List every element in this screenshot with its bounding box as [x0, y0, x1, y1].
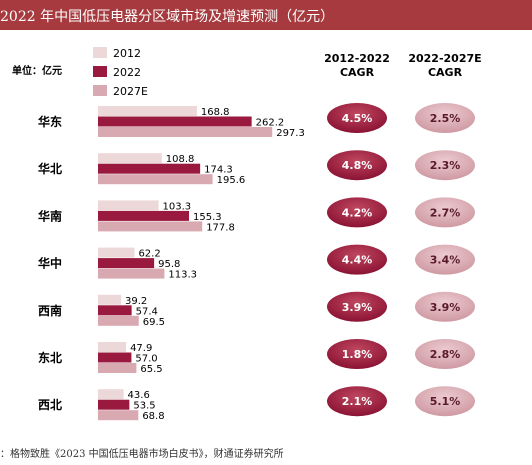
bar-value-label: 297.3	[276, 128, 305, 139]
bar-2022	[98, 116, 252, 127]
cagr-header-line2: CAGR	[340, 66, 375, 79]
cagr-bubble	[327, 339, 387, 369]
bar-value-label: 57.4	[136, 306, 158, 317]
bar-2027E	[98, 363, 137, 373]
unit-label: 单位：亿元	[12, 64, 62, 77]
category-label: 东北	[38, 350, 62, 365]
title-bar: 2022 年中国低压电器分区域市场及增速预测（亿元）	[0, 0, 532, 30]
cagr-bubble	[327, 103, 387, 133]
cagr-header-line1: 2012-2022	[324, 52, 390, 65]
bar-2022	[98, 352, 132, 363]
bar-2027E	[98, 315, 139, 326]
bar-2027E	[98, 410, 139, 421]
bar-2012	[98, 200, 159, 211]
legend-label-2022: 2022	[113, 66, 141, 79]
category-label: 西北	[38, 397, 62, 412]
source-note: ：格物致胜《2023 中国低压电器市场白皮书》，财通证券研究所	[0, 449, 284, 460]
bar-2027E	[98, 268, 165, 279]
bar-value-label: 39.2	[125, 296, 147, 307]
cagr-value: 3.4%	[430, 254, 461, 267]
cagr-value: 2.7%	[430, 206, 461, 219]
legend-swatch-2027E	[93, 85, 107, 96]
bar-value-label: 195.6	[217, 175, 246, 186]
cagr-value: 2.1%	[342, 395, 373, 408]
bar-value-label: 103.3	[163, 201, 192, 212]
bar-2022	[98, 258, 155, 269]
cagr-header-line2: CAGR	[428, 66, 463, 79]
bar-value-label: 47.9	[130, 343, 152, 354]
legend-swatch-2012	[93, 47, 107, 58]
bar-value-label: 95.8	[158, 259, 180, 270]
bar-value-label: 168.8	[201, 107, 230, 118]
bar-2012	[98, 342, 127, 352]
cagr-value: 5.1%	[430, 395, 461, 408]
legend-label-2027E: 2027E	[113, 85, 148, 98]
bar-value-label: 69.5	[143, 317, 165, 328]
cagr-value: 4.8%	[342, 159, 373, 172]
cagr-value: 2.3%	[430, 159, 461, 172]
cagr-value: 4.2%	[342, 206, 373, 219]
bar-value-label: 68.8	[142, 411, 164, 422]
bar-2012	[98, 389, 124, 400]
cagr-bubble	[327, 197, 387, 228]
bar-2012	[98, 153, 162, 164]
cagr-bubble	[415, 339, 475, 369]
bar-value-label: 57.0	[135, 354, 157, 365]
bar-2012	[98, 247, 135, 258]
bar-value-label: 108.8	[166, 154, 195, 165]
bar-2027E	[98, 221, 203, 232]
cagr-bubble	[327, 386, 387, 417]
cagr-bubble	[415, 386, 475, 417]
bar-2027E	[98, 174, 213, 185]
cagr-bubble	[415, 197, 475, 228]
legend-label-2012: 2012	[113, 47, 141, 60]
bar-value-label: 62.2	[138, 249, 160, 260]
category-label: 西南	[38, 303, 62, 318]
cagr-value: 2.5%	[430, 112, 461, 125]
cagr-bubble	[415, 150, 475, 181]
bar-value-label: 155.3	[193, 212, 222, 223]
cagr-columns: 2012-2022CAGR4.5%4.8%4.2%4.4%3.9%1.8%2.1…	[324, 52, 482, 417]
bar-value-label: 43.6	[128, 390, 150, 401]
bar-2012	[98, 106, 197, 116]
cagr-bubble	[327, 244, 387, 275]
category-label: 华北	[38, 161, 62, 176]
legend-swatch-2022	[93, 66, 107, 77]
cagr-value: 3.9%	[430, 301, 461, 314]
legend: 2012 2022 2027E	[93, 47, 148, 98]
cagr-value: 4.5%	[342, 112, 373, 125]
cagr-value: 2.8%	[430, 348, 461, 361]
bar-value-label: 53.5	[133, 401, 155, 412]
cagr-bubble	[327, 150, 387, 181]
cagr-value: 3.9%	[342, 301, 373, 314]
bar-2022	[98, 210, 190, 221]
category-label: 华东	[38, 114, 62, 129]
cagr-bubble	[415, 244, 475, 275]
cagr-bubble	[415, 291, 475, 322]
bar-2022	[98, 305, 132, 316]
bar-2022	[98, 163, 201, 174]
cagr-header-line1: 2022-2027E	[408, 52, 481, 65]
cagr-value: 1.8%	[342, 348, 373, 361]
category-label: 华南	[38, 208, 62, 223]
bar-value-label: 65.5	[140, 364, 162, 375]
bar-2022	[98, 399, 130, 410]
bar-2012	[98, 294, 121, 305]
bar-value-label: 262.2	[256, 118, 285, 129]
bar-value-label: 174.3	[204, 165, 233, 176]
bar-value-label: 113.3	[168, 270, 197, 281]
category-label: 华中	[38, 256, 62, 271]
cagr-bubble	[415, 103, 475, 133]
bar-2027E	[98, 127, 273, 137]
chart-title: 2022 年中国低压电器分区域市场及增速预测（亿元）	[0, 9, 335, 25]
bar-value-label: 177.8	[206, 222, 235, 233]
cagr-value: 4.4%	[342, 254, 373, 267]
cagr-bubble	[327, 291, 387, 322]
